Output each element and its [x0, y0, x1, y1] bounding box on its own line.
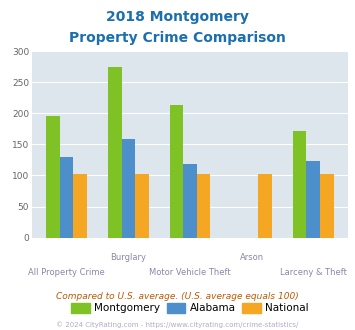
Text: Property Crime Comparison: Property Crime Comparison [69, 31, 286, 45]
Bar [293, 131, 306, 238]
Bar [258, 174, 272, 238]
Bar [108, 67, 121, 238]
Text: All Property Crime: All Property Crime [28, 268, 105, 277]
Text: 2018 Montgomery: 2018 Montgomery [106, 10, 249, 24]
Bar [121, 139, 135, 238]
Legend: Montgomery, Alabama, National: Montgomery, Alabama, National [67, 299, 312, 317]
Bar [320, 174, 334, 238]
Bar [197, 174, 210, 238]
Text: Burglary: Burglary [110, 253, 146, 262]
Bar [46, 116, 60, 238]
Bar [183, 164, 197, 238]
Text: Larceny & Theft: Larceny & Theft [280, 268, 346, 277]
Bar [170, 105, 183, 238]
Bar [60, 157, 73, 238]
Bar [73, 174, 87, 238]
Bar [135, 174, 149, 238]
Text: Compared to U.S. average. (U.S. average equals 100): Compared to U.S. average. (U.S. average … [56, 292, 299, 301]
Text: © 2024 CityRating.com - https://www.cityrating.com/crime-statistics/: © 2024 CityRating.com - https://www.city… [56, 322, 299, 328]
Bar [306, 160, 320, 238]
Text: Arson: Arson [240, 253, 264, 262]
Text: Motor Vehicle Theft: Motor Vehicle Theft [149, 268, 231, 277]
